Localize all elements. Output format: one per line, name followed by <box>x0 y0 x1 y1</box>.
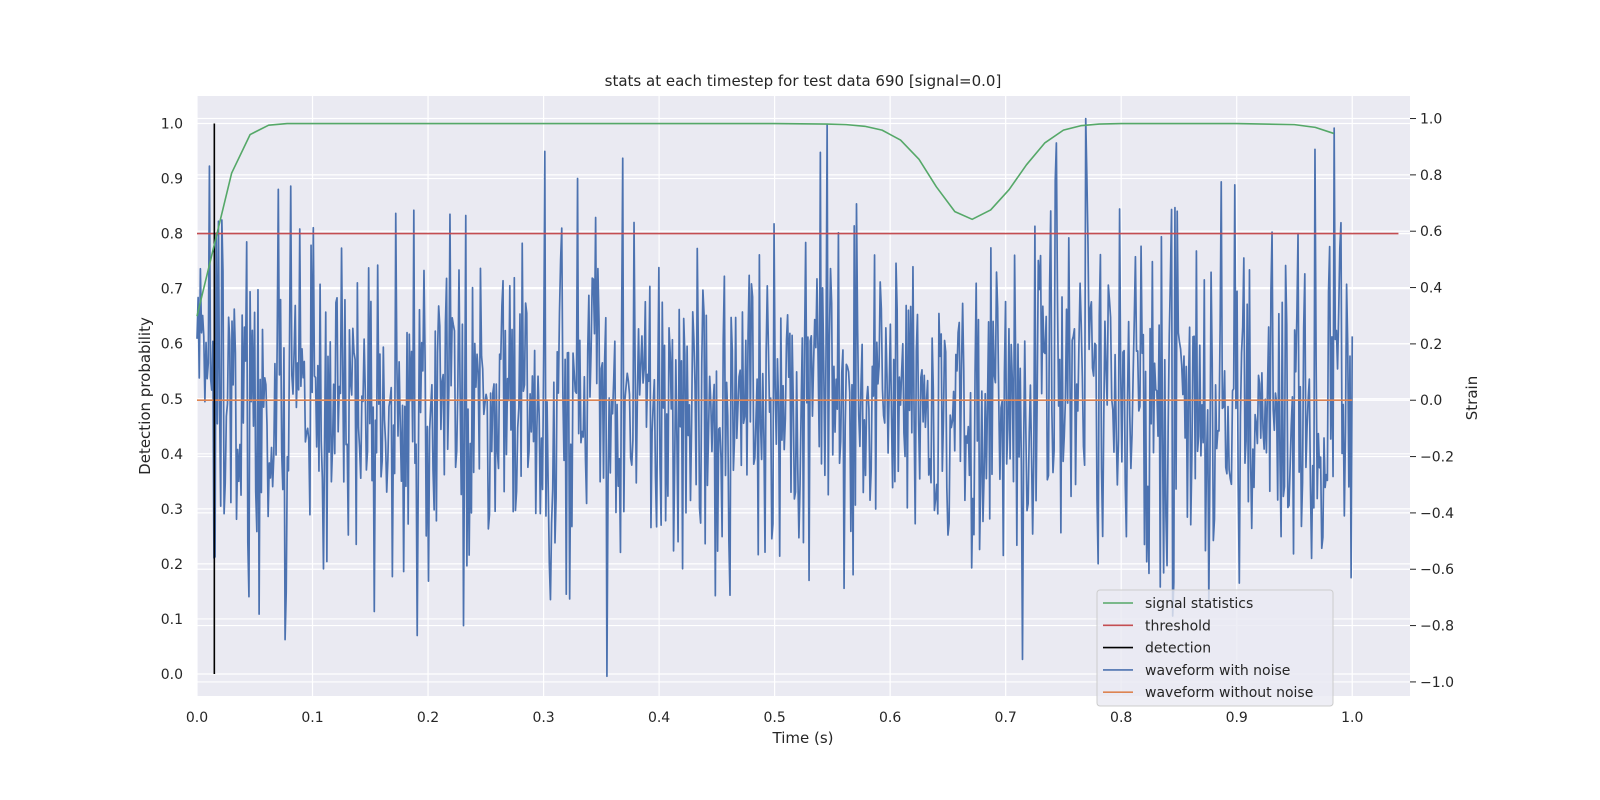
chart-title: stats at each timestep for test data 690… <box>605 72 1002 90</box>
x-tick-label: 0.1 <box>301 710 323 726</box>
y-tick-label: 0.5 <box>161 392 183 408</box>
y2-tick-label: 0.0 <box>1420 393 1442 409</box>
y-tick-label: 0.4 <box>161 447 183 463</box>
y2-tick-label: −1.0 <box>1420 675 1454 691</box>
series-signal-statistics-line <box>196 122 1334 317</box>
x-tick-label: 0.6 <box>879 710 901 726</box>
y-tick-label: 0.2 <box>161 557 183 573</box>
legend-entry: waveform without noise <box>1145 685 1313 701</box>
x-tick-label: 0.3 <box>532 710 554 726</box>
legend-entry: waveform with noise <box>1145 663 1290 679</box>
y-tick-label: 0.3 <box>161 502 183 518</box>
x-tick-label: 0.0 <box>186 710 208 726</box>
y-axis-label: Detection probability <box>136 317 154 475</box>
y-tick-label: 0.6 <box>161 337 183 353</box>
y-tick-label: 1.0 <box>161 117 183 133</box>
y2-tick-label: 0.8 <box>1420 168 1442 184</box>
y2-tick-label: 0.4 <box>1420 281 1442 297</box>
y-axis-ticks: 0.0 0.1 0.2 0.3 0.4 0.5 0.6 0.7 0.8 0.9 1.0 <box>161 117 183 683</box>
series-waveform-with-noise-line <box>196 117 1354 678</box>
legend-entry: signal statistics <box>1145 596 1253 612</box>
legend-box <box>1096 589 1334 707</box>
y-tick-label: 0.7 <box>161 282 183 298</box>
legend: signal statistics threshold detection wavef… <box>1096 589 1334 707</box>
y2-tick-label: 0.6 <box>1420 224 1442 240</box>
series-layer <box>196 117 1399 678</box>
x-tick-label: 0.2 <box>417 710 439 726</box>
legend-entry: threshold <box>1145 618 1211 634</box>
y2-tick-label: 0.2 <box>1420 337 1442 353</box>
y2-tick-label: −0.6 <box>1420 562 1454 578</box>
y-tick-label: 0.1 <box>161 612 183 628</box>
x-tick-label: 0.4 <box>648 710 670 726</box>
y2-axis-ticks: −1.0 −0.8 −0.6 −0.4 −0.2 0.0 0.2 0.4 0.6 0.8 1.0 <box>1410 112 1454 691</box>
x-axis-ticks: 0.0 0.1 0.2 0.3 0.4 0.5 0.6 0.7 0.8 0.9 1.0 <box>186 710 1364 726</box>
x-tick-label: 0.8 <box>1110 710 1132 726</box>
y2-tick-label: −0.4 <box>1420 506 1454 522</box>
y-tick-label: 0.8 <box>161 227 183 243</box>
legend-entry: detection <box>1145 641 1211 657</box>
y2-tick-label: −0.8 <box>1420 619 1454 635</box>
x-tick-label: 1.0 <box>1341 710 1363 726</box>
y2-tick-label: −0.2 <box>1420 450 1454 466</box>
x-tick-label: 0.5 <box>763 710 785 726</box>
x-tick-label: 0.9 <box>1226 710 1248 726</box>
y2-tick-label: 1.0 <box>1420 112 1442 128</box>
y-tick-label: 0.0 <box>161 667 183 683</box>
y2-axis-label: Strain <box>1463 376 1481 420</box>
x-axis-label: Time (s) <box>772 729 834 747</box>
y-tick-label: 0.9 <box>161 172 183 188</box>
x-tick-label: 0.7 <box>995 710 1017 726</box>
